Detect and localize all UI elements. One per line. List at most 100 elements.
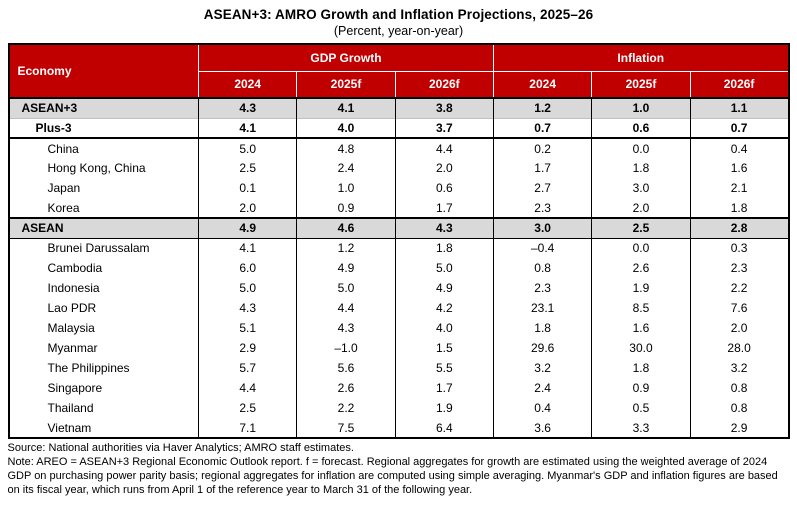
value-cell: 2.5 — [198, 158, 298, 178]
inflation-year-2026f-header: 2026f — [690, 71, 789, 99]
value-cell: 2.3 — [493, 198, 593, 218]
economy-cell: ASEAN+3 — [8, 98, 199, 118]
value-cell: 2.8 — [730, 221, 748, 236]
table-row: Brunei Darussalam 4.1 1.2 1.8 –0.4 0.0 0… — [8, 238, 789, 258]
table-row: Singapore 4.4 2.6 1.7 2.4 0.9 0.8 — [8, 378, 789, 398]
value-cell: 2.1 — [730, 181, 748, 195]
value-cell: 1.5 — [395, 338, 494, 358]
value-cell: 2.4 — [493, 378, 593, 398]
value-cell: 1.2 — [296, 238, 396, 258]
value-cell: 1.8 — [493, 318, 593, 338]
table-row: ASEAN+3 4.3 4.1 3.8 1.2 1.0 1.1 — [8, 98, 789, 118]
explanatory-note: Note: AREO = ASEAN+3 Regional Economic O… — [7, 455, 778, 496]
value-cell: 2.9 — [730, 420, 748, 435]
source-note: Source: National authorities via Haver A… — [7, 442, 354, 454]
value-cell: –0.4 — [493, 238, 593, 258]
group-header-row: Economy GDP Growth Inflation — [8, 44, 789, 99]
value-cell: 4.1 — [198, 238, 298, 258]
value-cell: 4.9 — [395, 278, 494, 298]
page-subtitle: (Percent, year-on-year) — [333, 24, 464, 38]
value-cell: 2.4 — [296, 158, 396, 178]
table-row: China 5.0 4.8 4.4 0.2 0.0 0.4 — [8, 138, 789, 158]
economy-cell: Hong Kong, China — [8, 158, 199, 178]
value-cell: 5.0 — [198, 138, 298, 158]
value-cell: 4.3 — [395, 218, 494, 238]
value-cell: 28.0 — [727, 341, 751, 355]
economy-cell: Malaysia — [8, 318, 199, 338]
economy-cell: Plus-3 — [8, 118, 199, 138]
economy-cell: Indonesia — [8, 278, 199, 298]
table-row: The Philippines 5.7 5.6 5.5 3.2 1.8 3.2 — [8, 358, 789, 378]
table-row: Cambodia 6.0 4.9 5.0 0.8 2.6 2.3 — [8, 258, 789, 278]
table-row: Lao PDR 4.3 4.4 4.2 23.1 8.5 7.6 — [8, 298, 789, 318]
value-cell: 4.4 — [296, 298, 396, 318]
table-header: Economy GDP Growth Inflation 2024 2025f … — [8, 44, 789, 99]
value-cell: 1.6 — [591, 318, 691, 338]
table-row: Myanmar 2.9 –1.0 1.5 29.6 30.0 28.0 — [8, 338, 789, 358]
value-cell: 1.8 — [395, 238, 494, 258]
economy-cell: Cambodia — [8, 258, 199, 278]
value-cell: 0.1 — [198, 178, 298, 198]
value-cell: 5.1 — [198, 318, 298, 338]
value-cell: 4.3 — [198, 98, 298, 118]
value-cell: 1.6 — [730, 161, 748, 175]
value-cell: 0.6 — [591, 118, 691, 138]
table-row: Thailand 2.5 2.2 1.9 0.4 0.5 0.8 — [8, 398, 789, 418]
value-cell: 4.4 — [395, 138, 494, 158]
value-cell: 8.5 — [591, 298, 691, 318]
value-cell: 5.0 — [395, 258, 494, 278]
gdp-year-2025f-header: 2025f — [296, 71, 396, 99]
economy-cell: Japan — [8, 178, 199, 198]
table-row: Japan 0.1 1.0 0.6 2.7 3.0 2.1 — [8, 178, 789, 198]
value-cell: 3.0 — [591, 178, 691, 198]
value-cell: 6.0 — [198, 258, 298, 278]
value-cell: 2.2 — [296, 398, 396, 418]
page-title: ASEAN+3: AMRO Growth and Inflation Proje… — [203, 7, 594, 22]
value-cell: 5.0 — [198, 278, 298, 298]
value-cell: 23.1 — [493, 298, 593, 318]
value-cell: 0.8 — [493, 258, 593, 278]
value-cell: 0.4 — [730, 141, 748, 156]
economy-cell: The Philippines — [8, 358, 199, 378]
value-cell: 0.7 — [730, 120, 748, 135]
value-cell: 1.0 — [591, 98, 691, 118]
value-cell: 30.0 — [591, 338, 691, 358]
value-cell: 0.2 — [493, 138, 593, 158]
value-cell: 1.7 — [395, 378, 494, 398]
value-cell: 3.0 — [493, 218, 593, 238]
value-cell: 5.6 — [296, 358, 396, 378]
table-row: Malaysia 5.1 4.3 4.0 1.8 1.6 2.0 — [8, 318, 789, 338]
value-cell: 0.0 — [591, 238, 691, 258]
gdp-growth-group-header: GDP Growth — [198, 44, 494, 72]
value-cell: 3.7 — [395, 118, 494, 138]
value-cell: 0.9 — [591, 378, 691, 398]
value-cell: 2.6 — [591, 258, 691, 278]
economy-cell: Vietnam — [8, 418, 199, 438]
value-cell: 2.5 — [591, 218, 691, 238]
projections-table: Economy GDP Growth Inflation 2024 2025f … — [7, 43, 790, 439]
table-row: ASEAN 4.9 4.6 4.3 3.0 2.5 2.8 — [8, 218, 789, 238]
value-cell: 2.0 — [591, 198, 691, 218]
economy-cell: Myanmar — [8, 338, 199, 358]
value-cell: 5.7 — [198, 358, 298, 378]
value-cell: 3.6 — [493, 418, 593, 438]
value-cell: –1.0 — [296, 338, 396, 358]
value-cell: 2.9 — [198, 338, 298, 358]
value-cell: 7.5 — [296, 418, 396, 438]
value-cell: 4.4 — [198, 378, 298, 398]
value-cell: 3.8 — [395, 98, 494, 118]
value-cell: 7.1 — [198, 418, 298, 438]
value-cell: 4.1 — [198, 118, 298, 138]
value-cell: 2.2 — [730, 281, 748, 295]
value-cell: 5.5 — [395, 358, 494, 378]
value-cell: 4.6 — [296, 218, 396, 238]
year-header-row: 2024 2025f 2026f 2024 2025f 2026f — [9, 71, 789, 99]
inflation-year-2025f-header: 2025f — [591, 71, 691, 99]
economy-cell: Thailand — [8, 398, 199, 418]
value-cell: 1.9 — [591, 278, 691, 298]
inflation-group-header: Inflation — [493, 44, 789, 72]
value-cell: 2.5 — [198, 398, 298, 418]
value-cell: 2.6 — [296, 378, 396, 398]
economy-cell: Korea — [8, 198, 199, 218]
value-cell: 1.1 — [730, 101, 748, 116]
